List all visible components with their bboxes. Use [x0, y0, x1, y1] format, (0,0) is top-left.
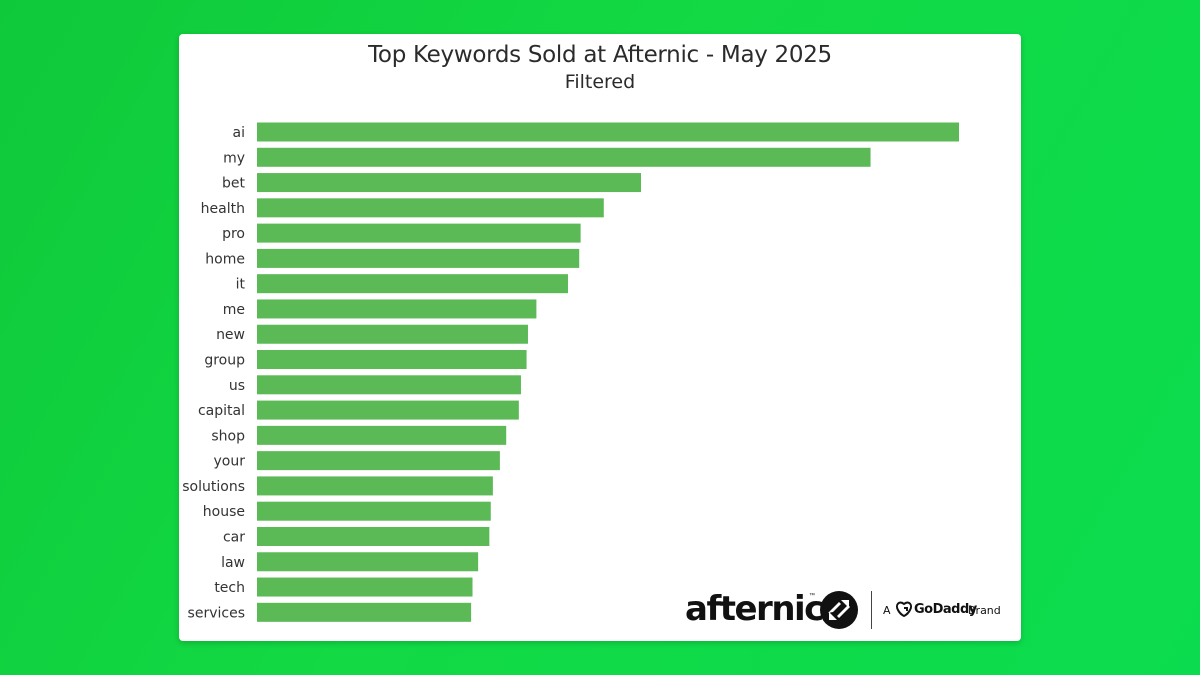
category-label-home: home [205, 251, 245, 267]
afternic-logo-icon [820, 591, 858, 629]
bar-solutions [257, 476, 493, 496]
category-label-your: your [214, 454, 246, 470]
category-label-shop: shop [211, 428, 245, 444]
brand-divider [871, 591, 872, 629]
bar-pro [257, 223, 581, 243]
bar-me [257, 299, 537, 319]
godaddy-logo-icon [895, 601, 913, 618]
bar-my [257, 147, 871, 167]
chart-title: Top Keywords Sold at Afternic - May 2025 [368, 42, 832, 68]
bar-chart: ai my bet health pro home it me new group us capita… [182, 122, 959, 622]
category-label-services: services [188, 605, 245, 621]
bar-car [257, 526, 490, 546]
bar-new [257, 324, 528, 344]
category-label-law: law [221, 555, 245, 571]
category-label-capital: capital [198, 403, 245, 419]
category-label-bet: bet [222, 176, 246, 192]
brand-prefix: A [883, 604, 891, 617]
bar-us [257, 375, 521, 395]
chart-card: Top Keywords Sold at Afternic - May 2025… [179, 34, 1021, 641]
bar-bet [257, 173, 641, 193]
trademark-mark: ™ [809, 593, 815, 599]
bar-health [257, 198, 604, 218]
bar-tech [257, 577, 473, 597]
category-label-us: us [229, 378, 245, 394]
bar-home [257, 248, 580, 268]
godaddy-wordmark: GoDaddy [914, 602, 977, 617]
chart-subtitle: Filtered [564, 71, 636, 93]
category-label-my: my [223, 150, 245, 166]
bar-your [257, 451, 500, 471]
category-label-it: it [236, 277, 246, 293]
category-label-solutions: solutions [182, 479, 245, 495]
category-label-pro: pro [222, 226, 245, 242]
bar-house [257, 501, 491, 521]
bar-ai [257, 122, 959, 142]
category-label-house: house [203, 504, 245, 520]
category-label-car: car [223, 529, 245, 545]
bar-it [257, 274, 568, 294]
bar-law [257, 552, 479, 572]
category-label-new: new [216, 327, 245, 343]
category-label-me: me [223, 302, 245, 318]
category-label-group: group [204, 353, 245, 369]
bar-group [257, 350, 527, 370]
bar-services [257, 602, 472, 622]
afternic-wordmark: afternic [685, 589, 824, 629]
category-label-tech: tech [214, 580, 245, 596]
category-label-ai: ai [233, 125, 245, 141]
brand-lockup: afternic ™ A GoDaddy Brand [685, 587, 1015, 633]
category-label-health: health [201, 201, 245, 217]
bar-shop [257, 425, 507, 445]
bar-capital [257, 400, 519, 420]
brand-suffix: Brand [968, 604, 1001, 617]
